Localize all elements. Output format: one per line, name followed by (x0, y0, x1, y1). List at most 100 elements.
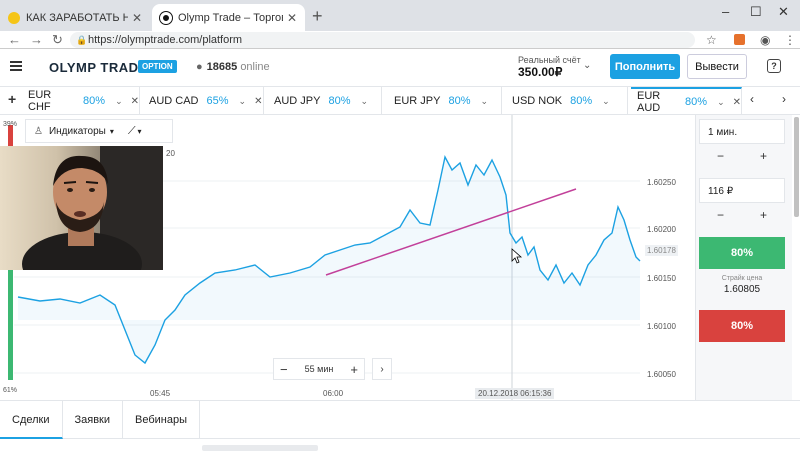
chevron-down-icon[interactable]: ⌄ (238, 95, 247, 106)
chevron-down-icon[interactable]: ⌄ (115, 95, 123, 106)
trend-line (325, 188, 577, 276)
asset-tab-aud-cad[interactable]: AUD CAD 65% ⌄ ✕ (143, 87, 264, 115)
address-bar-row: ← → ↻ 🔒 https://olymptrade.com/platform … (0, 31, 800, 49)
price-chart[interactable]: ♙ Индикаторы ▾ ⟋ ▾ 39% 61% 20 1.60250 1.… (0, 115, 695, 400)
scroll-right-icon[interactable]: › (782, 92, 786, 106)
new-tab-button[interactable]: + (312, 6, 323, 26)
asset-tab-eur-chf[interactable]: EUR CHF 80% ⌄ ✕ (22, 87, 140, 115)
asset-tab-eur-jpy[interactable]: EUR JPY 80% ⌄ (388, 87, 502, 115)
online-count: 18685 (206, 61, 238, 73)
close-icon[interactable]: ✕ (732, 96, 741, 108)
duration-plus-button[interactable]: + (759, 149, 767, 163)
chart-type-icon[interactable]: ⟋ (127, 124, 136, 137)
asset-payout: 80% (328, 95, 351, 107)
asset-tab-eur-aud[interactable]: EUR AUD 80% ⌄ ✕ (631, 87, 742, 115)
browser-tab-title: КАК ЗАРАБОТАТЬ НА ОЛИМП Т (26, 11, 128, 24)
close-icon[interactable]: ✕ (131, 10, 142, 25)
zoom-level: 55 мин (304, 364, 334, 374)
url-field[interactable]: 🔒 https://olymptrade.com/platform (70, 32, 695, 48)
x-tick-label: 05:45 (150, 389, 171, 398)
chart-toolbar: ♙ Индикаторы ▾ ⟋ ▾ (25, 119, 173, 143)
online-label: online (240, 61, 270, 73)
amount-minus-button[interactable]: − (716, 208, 724, 222)
tab-webinars[interactable]: Вебинары (123, 401, 201, 439)
y-tick-label: 1.60250 (647, 178, 676, 187)
withdraw-button[interactable]: Вывести (687, 54, 747, 79)
zoom-out-button[interactable]: − (280, 361, 288, 377)
presenter-image (0, 146, 163, 270)
placeholder-bar (202, 445, 318, 451)
browser-tab-title: Olymp Trade – Торговая платфо (178, 11, 283, 24)
browser-tab-bar: КАК ЗАРАБОТАТЬ НА ОЛИМП Т ✕ Olymp Trade … (0, 0, 800, 31)
webcam-overlay (0, 146, 163, 270)
price-line (17, 154, 641, 365)
scroll-left-icon[interactable]: ‹ (750, 92, 754, 106)
scrollbar-thumb[interactable] (794, 117, 799, 217)
chart-forward-button[interactable]: › (372, 358, 392, 380)
option-badge: OPTION (138, 60, 177, 73)
duration-field[interactable]: 1 мин. (699, 119, 785, 144)
account-selector[interactable]: Реальный счёт 350.00₽ (518, 55, 581, 79)
chevron-down-icon[interactable]: ⌄ (583, 60, 592, 71)
trade-panel: 1 мин. − + 116 ₽ − + 80% Страйк цена 1.6… (695, 115, 800, 400)
logo: OLYMP TRADE (49, 60, 148, 75)
menu-dots-icon[interactable]: ⋮ (784, 33, 796, 47)
put-down-button[interactable]: 80% (699, 310, 785, 342)
minimize-icon[interactable]: – (722, 4, 730, 19)
zoom-in-button[interactable]: + (350, 361, 358, 377)
indicators-button[interactable]: Индикаторы (48, 125, 106, 137)
amount-stepper: − + (699, 205, 785, 225)
cursor-icon (511, 248, 523, 264)
asset-payout: 80% (570, 95, 593, 107)
asset-name: EUR JPY (394, 95, 441, 107)
chevron-down-icon[interactable]: ⌄ (360, 95, 369, 106)
asset-payout: 80% (448, 95, 471, 107)
url-text: https://olymptrade.com/platform (88, 34, 243, 46)
account-icon[interactable]: ◉ (760, 33, 771, 47)
amount-field[interactable]: 116 ₽ (699, 178, 785, 203)
chevron-down-icon[interactable]: ⌄ (480, 95, 489, 106)
lock-icon: 🔒 (76, 35, 88, 45)
back-icon[interactable]: ← (8, 32, 21, 47)
caret-down-icon[interactable]: ▾ (109, 126, 114, 136)
browser-tab-1[interactable]: КАК ЗАРАБОТАТЬ НА ОЛИМП Т ✕ (0, 4, 150, 31)
account-label: Реальный счёт (518, 55, 581, 65)
window-close-icon[interactable]: ✕ (778, 4, 789, 19)
chevron-down-icon[interactable]: ⌄ (717, 96, 725, 107)
panel-scrollbar[interactable] (792, 115, 800, 400)
tab-deals[interactable]: Сделки (0, 401, 63, 439)
user-icon: ● (196, 61, 203, 73)
asset-payout: 65% (206, 95, 229, 107)
strike-price: Страйк цена 1.60805 (699, 275, 785, 295)
close-icon[interactable]: ✕ (130, 95, 139, 107)
chevron-down-icon[interactable]: ⌄ (602, 95, 610, 106)
y-tick-label: 1.60200 (647, 225, 676, 234)
help-icon[interactable]: ? (767, 59, 781, 73)
star-icon[interactable]: ☆ (706, 33, 717, 47)
asset-tab-usd-nok[interactable]: USD NOK 80% ⌄ (506, 87, 628, 115)
forward-icon[interactable]: → (30, 32, 43, 47)
hamburger-icon[interactable] (10, 61, 22, 71)
duration-minus-button[interactable]: − (716, 149, 724, 163)
asset-name: EUR CHF (28, 89, 52, 113)
close-icon[interactable]: ✕ (286, 10, 297, 25)
asset-name: AUD JPY (274, 95, 321, 107)
deposit-button[interactable]: Пополнить (610, 54, 680, 79)
browser-tab-2[interactable]: Olymp Trade – Торговая платфо ✕ (152, 4, 305, 31)
reload-icon[interactable]: ↻ (52, 32, 63, 47)
amount-plus-button[interactable]: + (759, 208, 767, 222)
add-asset-button[interactable]: + (8, 91, 17, 107)
tab-orders[interactable]: Заявки (63, 401, 124, 439)
asset-tab-aud-jpy[interactable]: AUD JPY 80% ⌄ (268, 87, 382, 115)
favicon-icon (8, 11, 20, 24)
asset-name: EUR AUD (637, 90, 661, 114)
strike-label: Страйк цена (721, 275, 763, 282)
zoom-control: − 55 мин + (273, 358, 365, 380)
y-tick-label: 1.60150 (647, 274, 676, 283)
duration-stepper: − + (699, 146, 785, 166)
maximize-icon[interactable]: ☐ (750, 4, 762, 19)
extension-icon[interactable] (734, 34, 745, 45)
call-up-button[interactable]: 80% (699, 237, 785, 269)
caret-down-icon[interactable]: ▾ (137, 126, 142, 136)
close-icon[interactable]: ✕ (254, 95, 263, 107)
